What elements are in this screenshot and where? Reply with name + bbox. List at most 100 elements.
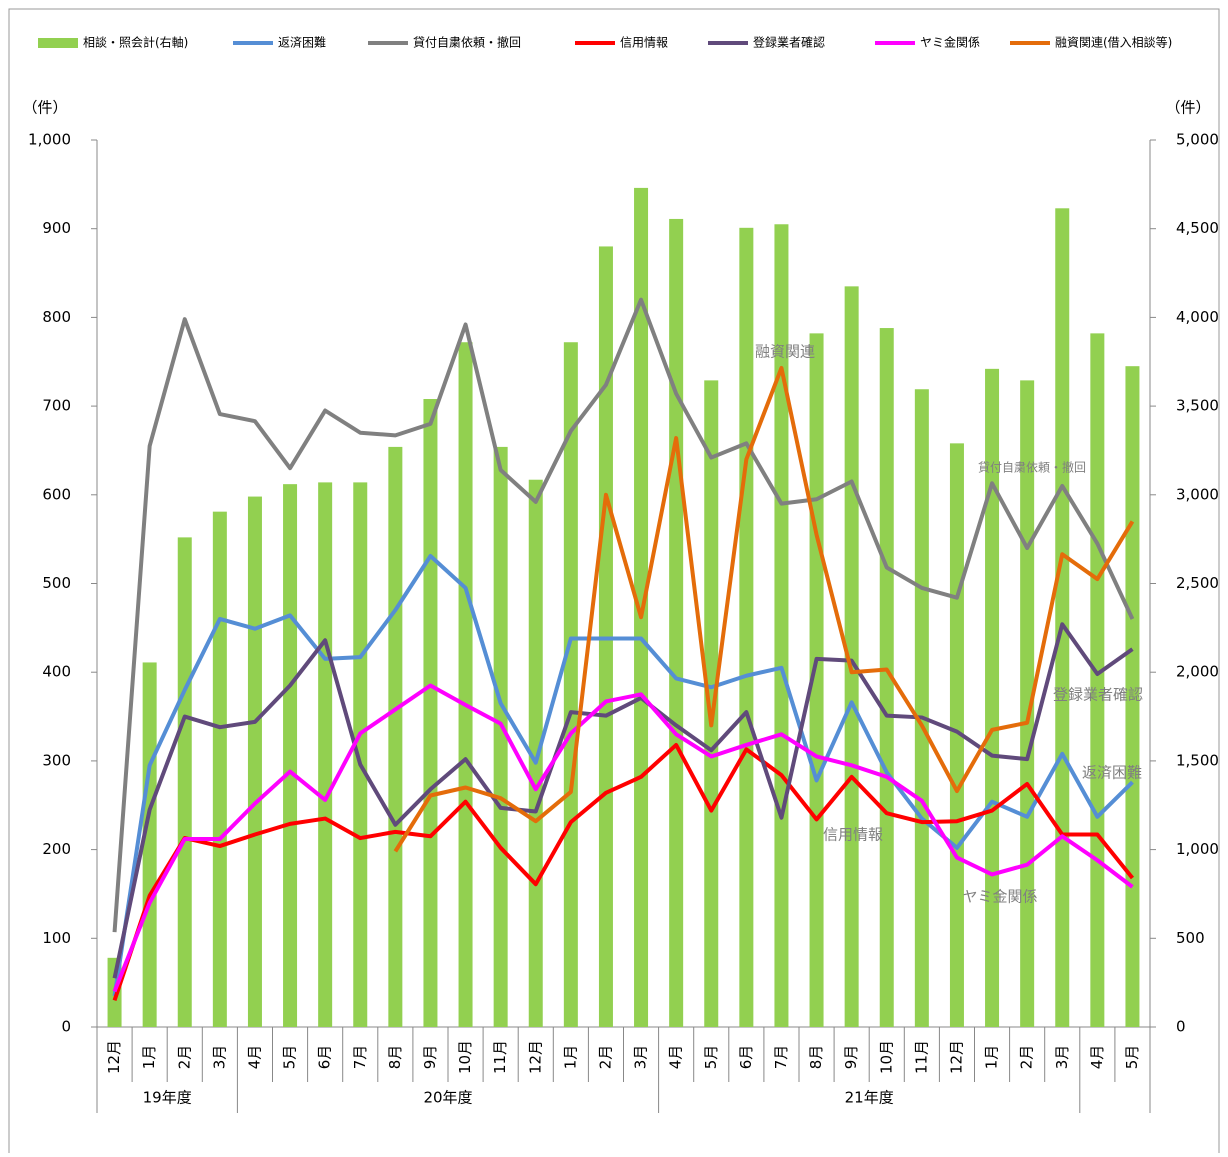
x-tick-label: 12月 <box>526 1040 544 1074</box>
y-tick-label: 200 <box>42 840 71 858</box>
x-tick-label: 12月 <box>105 1040 123 1074</box>
y2-tick-label: 5,000 <box>1176 131 1219 149</box>
y-tick-label: 400 <box>42 663 71 681</box>
y-tick-label: 500 <box>42 574 71 592</box>
x-tick-label: 9月 <box>421 1045 439 1070</box>
y-tick-label: 1,000 <box>28 131 71 149</box>
x-tick-label: 12月 <box>947 1040 965 1074</box>
annotation: 貸付自粛依頼・撤回 <box>978 460 1086 475</box>
y-tick-label: 900 <box>42 219 71 237</box>
bar <box>879 328 894 1027</box>
group-label: 20年度 <box>423 1089 472 1107</box>
y2-tick-label: 1,000 <box>1176 840 1219 858</box>
y-tick-label: 600 <box>42 485 71 503</box>
line <box>112 297 1135 933</box>
bar <box>1090 333 1105 1028</box>
annotation: 登録業者確認 <box>1053 686 1143 704</box>
x-tick-label: 6月 <box>316 1045 334 1070</box>
legend-label: ヤミ金関係 <box>920 35 980 50</box>
bar <box>774 224 789 1027</box>
bar <box>423 399 438 1027</box>
annotation: 信用情報 <box>823 826 883 844</box>
y2-tick-label: 4,500 <box>1176 219 1219 237</box>
line <box>112 554 1134 997</box>
bar <box>283 484 298 1027</box>
x-tick-label: 5月 <box>1123 1045 1141 1070</box>
x-tick-label: 4月 <box>1088 1045 1106 1070</box>
y2-tick-label: 500 <box>1176 929 1205 947</box>
bar <box>388 446 403 1028</box>
x-tick-label: 1月 <box>983 1045 1001 1070</box>
y-tick-label: 0 <box>61 1018 71 1036</box>
x-tick-label: 4月 <box>245 1045 263 1070</box>
bar <box>563 342 578 1028</box>
line <box>112 742 1135 1002</box>
y-unit: （件） <box>22 99 67 117</box>
legend-label: 貸付自粛依頼・撤回 <box>413 35 521 50</box>
legend-label: 相談・照会計(右軸) <box>83 35 188 50</box>
bar <box>1125 366 1140 1027</box>
x-tick-label: 7月 <box>772 1045 790 1070</box>
x-tick-label: 3月 <box>632 1045 650 1070</box>
y-tick-label: 700 <box>42 397 71 415</box>
x-tick-label: 2月 <box>596 1045 614 1070</box>
x-tick-label: 11月 <box>491 1040 509 1074</box>
bar <box>177 537 192 1027</box>
x-tick-label: 2月 <box>175 1045 193 1070</box>
x-tick-label: 3月 <box>1053 1045 1071 1070</box>
y2-tick-label: 3,000 <box>1176 485 1219 503</box>
x-tick-label: 9月 <box>842 1045 860 1070</box>
line <box>393 365 1135 853</box>
y2-tick-label: 2,000 <box>1176 663 1219 681</box>
legend-label: 登録業者確認 <box>753 35 825 50</box>
x-tick-label: 7月 <box>351 1045 369 1070</box>
bar <box>914 389 929 1027</box>
x-tick-label: 6月 <box>737 1045 755 1070</box>
y2-tick-label: 3,500 <box>1176 397 1219 415</box>
bar <box>212 511 227 1027</box>
y2-unit: （件） <box>1165 99 1210 117</box>
y-tick-label: 100 <box>42 929 71 947</box>
bar <box>669 218 684 1027</box>
y-tick-label: 800 <box>42 308 71 326</box>
bar <box>704 380 719 1027</box>
line <box>112 683 1134 993</box>
bar <box>318 482 333 1028</box>
bar <box>353 482 368 1028</box>
annotation: 返済困難 <box>1082 764 1142 782</box>
x-tick-label: 2月 <box>1018 1045 1036 1070</box>
bar <box>809 333 824 1028</box>
chart-border <box>8 8 1220 1157</box>
annotation: ヤミ金関係 <box>962 888 1037 906</box>
y2-tick-label: 4,000 <box>1176 308 1219 326</box>
x-tick-label: 8月 <box>807 1045 825 1070</box>
bar <box>985 368 1000 1027</box>
group-label: 21年度 <box>845 1089 894 1107</box>
x-tick-label: 8月 <box>386 1045 404 1070</box>
bar <box>739 227 754 1028</box>
x-tick-label: 3月 <box>210 1045 228 1070</box>
bar <box>844 286 859 1028</box>
legend-swatch <box>38 38 78 48</box>
x-tick-label: 10月 <box>877 1040 895 1074</box>
y2-tick-label: 0 <box>1176 1018 1186 1036</box>
legend-label: 返済困難 <box>278 35 326 50</box>
bar <box>1055 208 1070 1027</box>
y2-tick-label: 2,500 <box>1176 574 1219 592</box>
line <box>112 622 1134 979</box>
legend-label: 融資関連(借入相談等) <box>1055 35 1172 50</box>
x-tick-label: 11月 <box>912 1040 930 1074</box>
bar <box>247 496 262 1028</box>
legend-label: 信用情報 <box>620 36 668 50</box>
x-tick-label: 1月 <box>140 1045 158 1070</box>
group-label: 19年度 <box>143 1089 192 1107</box>
x-tick-label: 10月 <box>456 1040 474 1074</box>
x-tick-label: 4月 <box>667 1045 685 1070</box>
y2-tick-label: 1,500 <box>1176 751 1219 769</box>
x-tick-label: 1月 <box>561 1045 579 1070</box>
bar <box>493 446 508 1028</box>
bar <box>142 662 157 1027</box>
x-tick-label: 5月 <box>281 1045 299 1070</box>
annotation: 融資関連 <box>755 343 815 361</box>
